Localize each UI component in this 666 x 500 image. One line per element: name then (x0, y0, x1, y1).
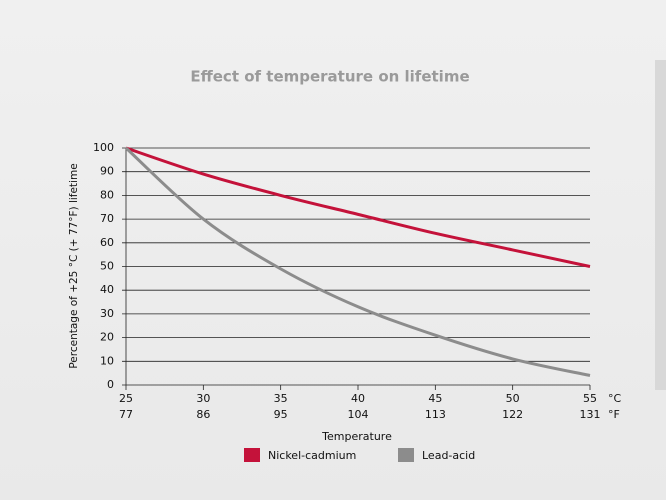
y-tick-label: 30 (100, 307, 114, 320)
legend-label: Lead-acid (422, 449, 475, 462)
x2-tick-label: 131 (580, 408, 601, 421)
y-tick-label: 0 (107, 378, 114, 391)
y-tick-label: 20 (100, 331, 114, 344)
x2-tick-label: 77 (119, 408, 133, 421)
x-tick-label: 25 (119, 392, 133, 405)
y-tick-label: 70 (100, 212, 114, 225)
x2-tick-label: 86 (196, 408, 210, 421)
x2-tick-label: 104 (348, 408, 369, 421)
background-object (655, 60, 666, 390)
x-tick-label: 55 (583, 392, 597, 405)
legend-label: Nickel-cadmium (268, 449, 356, 462)
x2-tick-label: 122 (502, 408, 523, 421)
legend-swatch (244, 448, 260, 462)
x2-tick-label: 95 (274, 408, 288, 421)
x-tick-label: 50 (506, 392, 520, 405)
y-axis-title: Percentage of +25 °C (+ 77°F) lifetime (68, 163, 80, 368)
y-tick-label: 40 (100, 283, 114, 296)
y-tick-label: 10 (100, 354, 114, 367)
y-tick-label: 90 (100, 165, 114, 178)
x-unit: °C (608, 392, 622, 405)
line-series (124, 146, 591, 377)
y-tick-label: 60 (100, 236, 114, 249)
legend-swatch (398, 448, 414, 462)
y-tick-label: 80 (100, 188, 114, 201)
chart-title: Effect of temperature on lifetime (190, 68, 469, 86)
line-series (125, 146, 591, 268)
y-tick-label: 100 (93, 141, 114, 154)
x-axis-title: Temperature (321, 430, 392, 443)
x2-unit: °F (608, 408, 620, 421)
x-tick-label: 35 (274, 392, 288, 405)
x-tick-label: 45 (428, 392, 442, 405)
y-tick-label: 50 (100, 260, 114, 273)
x-tick-label: 40 (351, 392, 365, 405)
x-tick-label: 30 (196, 392, 210, 405)
x2-tick-label: 113 (425, 408, 446, 421)
